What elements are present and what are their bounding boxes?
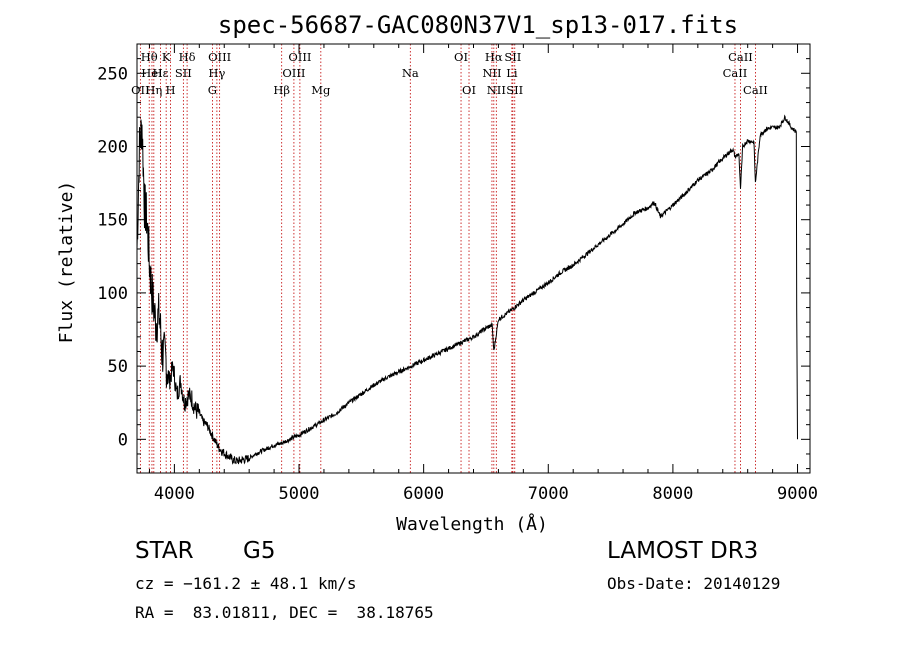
x-tick-label: 9000 xyxy=(777,484,818,504)
y-tick-label: 0 xyxy=(118,430,128,450)
spectral-line-label: Na xyxy=(402,66,419,80)
x-tick-label: 7000 xyxy=(528,484,569,504)
spectral-line-label: Hα xyxy=(485,50,503,64)
spectral-line-label: Hη xyxy=(145,83,162,97)
spectral-line-label: CaII xyxy=(723,66,748,80)
spectral-line-label: Hγ xyxy=(208,66,225,80)
y-tick-label: 250 xyxy=(97,64,128,84)
spectral-line-label: K xyxy=(162,50,171,64)
object-subclass: G5 xyxy=(243,538,276,564)
x-axis-label: Wavelength (Å) xyxy=(396,513,548,535)
spectral-line-markers xyxy=(139,44,756,473)
survey-name: LAMOST DR3 xyxy=(607,538,759,564)
coordinates: RA = 83.01811, DEC = 38.18765 xyxy=(135,603,434,622)
y-axis-label: Flux (relative) xyxy=(56,181,77,344)
spectral-line-label: OIII xyxy=(282,66,305,80)
spectral-line-label: H xyxy=(166,83,176,97)
observation-date: Obs-Date: 20140129 xyxy=(607,574,781,593)
chart-title: spec-56687-GAC080N37V1_sp13-017.fits xyxy=(218,11,738,39)
y-tick-label: 50 xyxy=(108,357,128,377)
y-tick-label: 100 xyxy=(97,284,128,304)
spectral-line-label: OI xyxy=(462,83,476,97)
spectrum-line xyxy=(136,114,798,465)
y-tick-label: 150 xyxy=(97,211,128,231)
x-axis-ticks: 4000 5000 6000 7000 8000 9000 xyxy=(148,44,818,504)
y-axis-ticks: 0 50 100 150 200 250 xyxy=(97,58,810,470)
spectral-line-label: Hε xyxy=(153,66,169,80)
spectral-line-labels: Hθ OII HeI Hη K Hε SII H Hδ OIII Hγ G Hβ OIII OIII Mg Na… xyxy=(131,50,768,97)
spectral-line-label: SII xyxy=(504,50,521,64)
spectral-line-label: OIII xyxy=(208,50,231,64)
spectral-line-label: Mg xyxy=(311,83,331,97)
spectral-line-label: CaII xyxy=(743,83,768,97)
spectral-line-label: Li xyxy=(506,66,518,80)
plot-frame xyxy=(136,43,811,474)
spectral-line-label: CaII xyxy=(728,50,753,64)
redshift-velocity: cz = −161.2 ± 48.1 km/s xyxy=(135,574,357,593)
spectral-line-label: Hβ xyxy=(273,83,290,97)
spectral-line-label: SII xyxy=(175,66,192,80)
spectral-line-label: NII xyxy=(482,66,501,80)
spectral-line-label: Hθ xyxy=(141,50,158,64)
x-tick-label: 4000 xyxy=(154,484,195,504)
spectral-line-label: SII xyxy=(506,83,523,97)
x-tick-label: 5000 xyxy=(279,484,320,504)
spectral-line-label: NII xyxy=(487,83,506,97)
spectral-line-label: G xyxy=(208,83,217,97)
object-class: STAR xyxy=(135,538,194,564)
y-tick-label: 200 xyxy=(97,137,128,157)
x-tick-label: 8000 xyxy=(652,484,693,504)
spectral-line-label: OIII xyxy=(288,50,311,64)
spectral-line-label: OI xyxy=(454,50,468,64)
spectral-line-label: Hδ xyxy=(179,50,196,64)
x-tick-label: 6000 xyxy=(403,484,444,504)
spectral-line-label: HeI xyxy=(141,66,162,80)
spectral-line-label: OII xyxy=(131,83,150,97)
